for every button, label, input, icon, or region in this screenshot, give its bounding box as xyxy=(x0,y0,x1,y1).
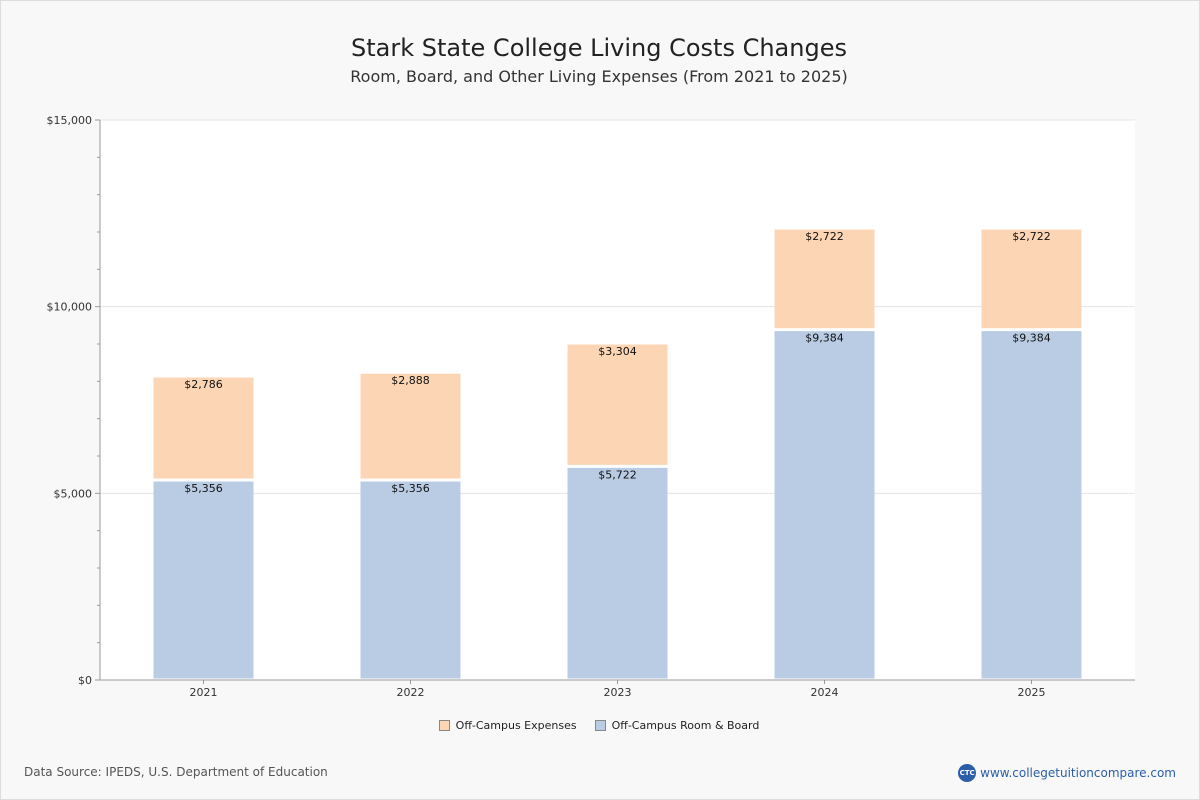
y-tick-label: $15,000 xyxy=(47,114,93,127)
y-tick-label: $10,000 xyxy=(47,301,93,314)
y-tick-label: $5,000 xyxy=(54,487,93,500)
data-label-room-board-2024: $9,384 xyxy=(805,332,844,345)
bar-room-board-2021 xyxy=(153,481,254,679)
x-tick-label-2023: 2023 xyxy=(604,686,632,699)
data-source: Data Source: IPEDS, U.S. Department of E… xyxy=(24,765,328,779)
x-tick-label-2024: 2024 xyxy=(811,686,839,699)
bar-expenses-2025 xyxy=(981,229,1082,329)
bar-room-board-2022 xyxy=(360,481,461,679)
legend-swatch-expenses xyxy=(438,720,450,731)
bar-room-board-2023 xyxy=(567,467,668,679)
bar-expenses-2022 xyxy=(360,373,461,479)
x-tick-label-2021: 2021 xyxy=(190,686,218,699)
data-label-room-board-2022: $5,356 xyxy=(391,482,430,495)
data-label-expenses-2023: $3,304 xyxy=(598,345,637,358)
legend-label-room-board: Off-Campus Room & Board xyxy=(611,719,760,732)
data-label-expenses-2025: $2,722 xyxy=(1012,230,1051,243)
bar-expenses-2023 xyxy=(567,344,668,465)
legend-swatch-room-board xyxy=(594,720,606,731)
bar-room-board-2024 xyxy=(774,331,875,679)
chart-subtitle: Room, Board, and Other Living Expenses (… xyxy=(350,67,848,86)
data-label-expenses-2021: $2,786 xyxy=(184,378,223,391)
legend-item-room-board[interactable]: Off-Campus Room & Board xyxy=(594,719,760,732)
bar-expenses-2024 xyxy=(774,229,875,329)
brand-logo-icon: CTC xyxy=(958,764,977,782)
x-tick-label-2025: 2025 xyxy=(1018,686,1046,699)
x-tick-label-2022: 2022 xyxy=(397,686,425,699)
legend-item-expenses[interactable]: Off-Campus Expenses xyxy=(438,719,577,732)
data-label-expenses-2024: $2,722 xyxy=(805,230,844,243)
data-label-room-board-2023: $5,722 xyxy=(598,468,637,481)
data-label-room-board-2021: $5,356 xyxy=(184,482,223,495)
brand-link[interactable]: CTC www.collegetuitioncompare.com xyxy=(958,764,1176,782)
brand-url: www.collegetuitioncompare.com xyxy=(980,766,1176,780)
chart-title: Stark State College Living Costs Changes xyxy=(351,34,847,62)
legend: Off-Campus Expenses Off-Campus Room & Bo… xyxy=(0,719,1198,732)
data-label-room-board-2025: $9,384 xyxy=(1012,332,1051,345)
bar-room-board-2025 xyxy=(981,331,1082,679)
y-tick-label: $0 xyxy=(78,674,92,687)
legend-label-expenses: Off-Campus Expenses xyxy=(455,719,577,732)
bar-expenses-2021 xyxy=(153,377,254,479)
data-label-expenses-2022: $2,888 xyxy=(391,374,430,387)
